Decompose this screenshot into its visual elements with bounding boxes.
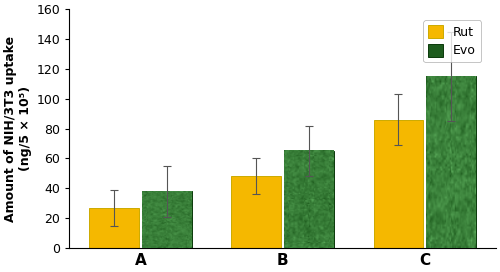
Bar (89, 208, 139, 248)
Bar (142, 191, 192, 248)
Bar (284, 151, 334, 248)
Legend: Rut, Evo: Rut, Evo (423, 20, 481, 63)
Bar (426, 76, 476, 248)
Y-axis label: Amount of NIH/3T3 uptake
(ng/5 × 10⁵): Amount of NIH/3T3 uptake (ng/5 × 10⁵) (4, 36, 32, 222)
Bar (232, 176, 281, 248)
Bar (374, 120, 424, 248)
